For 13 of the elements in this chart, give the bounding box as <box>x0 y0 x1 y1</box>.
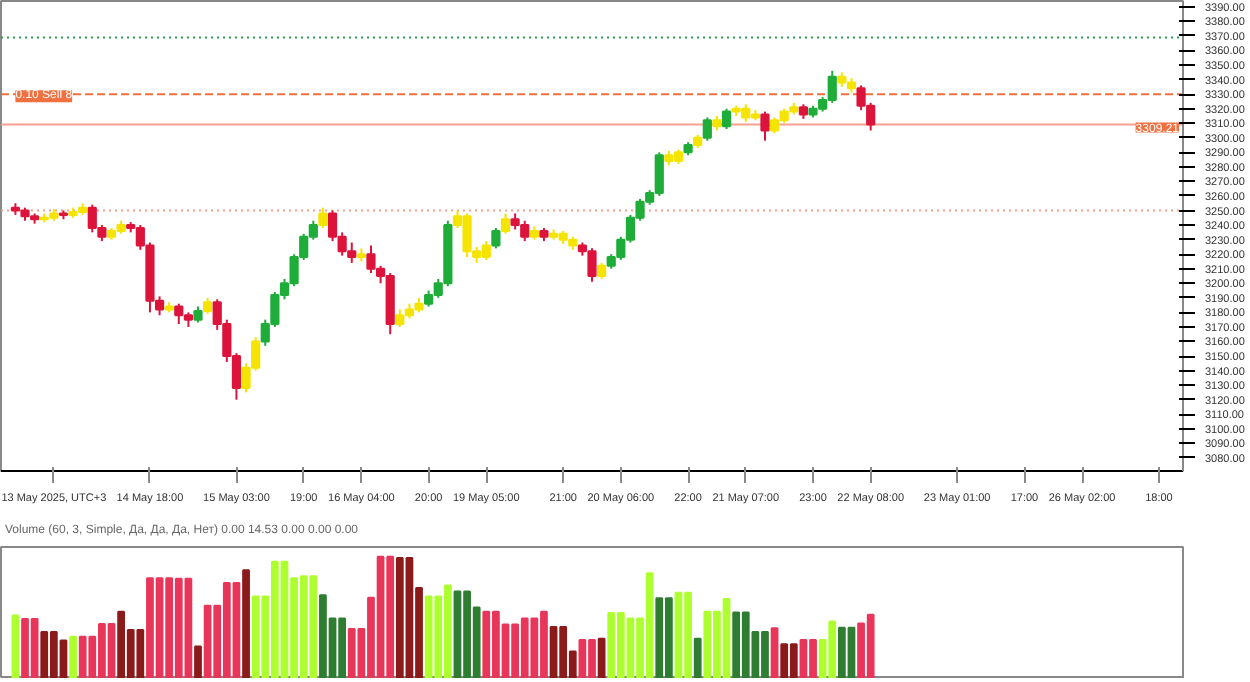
candlestick <box>500 212 511 235</box>
candlestick <box>760 110 770 142</box>
bar <box>597 637 606 678</box>
bar <box>11 614 20 678</box>
bar <box>693 637 702 678</box>
candlestick <box>702 116 712 142</box>
candlestick <box>721 107 732 131</box>
bar <box>770 627 779 678</box>
bar <box>69 635 77 678</box>
bar <box>242 569 250 678</box>
candlestick <box>491 227 501 250</box>
candlestick <box>318 206 328 229</box>
bar <box>194 645 202 678</box>
